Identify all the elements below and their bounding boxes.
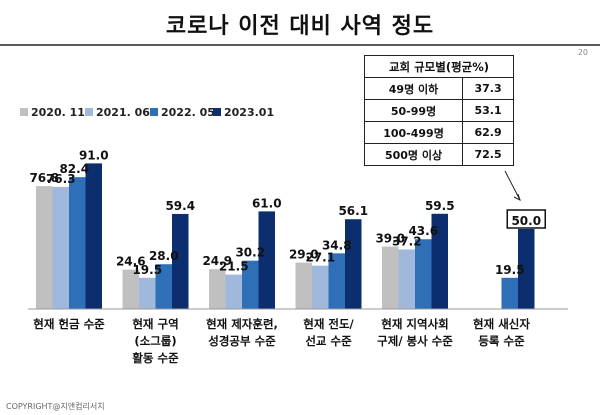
bar xyxy=(501,277,518,309)
bars-group xyxy=(36,163,535,309)
bar xyxy=(295,262,312,309)
data-label: 30.2 xyxy=(235,246,265,260)
data-label: 19.5 xyxy=(495,263,525,277)
category-label: 선교 수준 xyxy=(305,334,352,348)
bar xyxy=(328,253,345,309)
legend-label: 2021. 06 xyxy=(96,106,150,119)
data-label: 28.0 xyxy=(149,249,179,263)
legend-swatch xyxy=(150,108,158,116)
category-labels-group: 현재 헌금 수준 현재 구역 (소그룹) 활동 수준 현재 제자훈련, 성경공부 수준 현재… xyxy=(33,317,530,365)
bar xyxy=(312,265,329,309)
category-label: 현재 구역 xyxy=(132,317,178,331)
category-label: 현재 전도/ xyxy=(303,317,354,331)
data-label: 76.8 xyxy=(29,171,59,185)
bar xyxy=(69,177,86,309)
bar xyxy=(139,277,156,309)
data-labels-group: 76.876.382.491.024.619.528.059.424.921.5… xyxy=(29,148,546,277)
data-label: 27.1 xyxy=(305,251,335,265)
category-label: 성경공부 수준 xyxy=(208,334,276,348)
row-value: 72.5 xyxy=(462,143,514,166)
table-row: 100-499명 62.9 xyxy=(363,121,514,144)
table-row: 49명 이하 37.3 xyxy=(363,77,514,100)
table-row: 500명 이상 72.5 xyxy=(363,143,514,166)
row-label: 49명 이하 xyxy=(363,77,464,100)
category-label: 현재 새신자 xyxy=(473,317,530,331)
row-value: 37.3 xyxy=(462,77,514,100)
row-label: 100-499명 xyxy=(363,121,464,144)
table-row: 50-99명 53.1 xyxy=(363,99,514,122)
bar xyxy=(122,269,139,309)
category-label: 현재 헌금 수준 xyxy=(33,317,105,331)
title-divider xyxy=(0,44,600,46)
bar xyxy=(225,274,242,309)
callout-arrow xyxy=(504,170,521,201)
data-label: 29.0 xyxy=(289,248,319,262)
row-value: 53.1 xyxy=(462,99,514,122)
bar xyxy=(36,186,53,309)
data-label: 21.5 xyxy=(219,260,249,274)
bar xyxy=(431,213,448,309)
bar xyxy=(242,260,259,309)
data-label: 43.6 xyxy=(408,224,438,238)
bar xyxy=(382,246,399,309)
row-label: 500명 이상 xyxy=(363,143,464,166)
callout-arrowhead xyxy=(513,193,521,201)
data-label: 76.3 xyxy=(46,172,76,186)
category-label: 구제/ 봉사 수준 xyxy=(377,334,453,348)
data-label: 24.9 xyxy=(202,254,232,268)
table-header: 교회 규모별(평균%) xyxy=(364,55,514,78)
data-label: 59.4 xyxy=(165,199,195,213)
category-label: 등록 수준 xyxy=(478,334,525,348)
data-label: 91.0 xyxy=(79,148,109,162)
row-value: 62.9 xyxy=(462,121,514,144)
legend-label: 2023.01 xyxy=(224,106,274,119)
table-header-row: 교회 규모별(평균%) xyxy=(364,55,514,78)
row-label: 50-99명 xyxy=(363,99,464,122)
bar xyxy=(85,163,102,309)
data-label: 34.8 xyxy=(322,238,352,252)
bar xyxy=(209,269,226,309)
legend-swatch xyxy=(20,108,28,116)
bar xyxy=(258,211,275,309)
church-size-table: 교회 규모별(평균%) 49명 이하 37.3 50-99명 53.1 100-… xyxy=(363,55,514,166)
data-label: 56.1 xyxy=(338,204,368,218)
legend-label: 2022. 05 xyxy=(161,106,215,119)
data-label: 19.5 xyxy=(132,263,162,277)
page-title: 코로나 이전 대비 사역 정도 xyxy=(165,14,435,39)
copyright-text: COPYRIGHT@지앤컴리서치 xyxy=(6,402,105,411)
legend-label: 2020. 11 xyxy=(31,106,85,119)
legend-swatch xyxy=(85,108,93,116)
bar xyxy=(155,264,172,309)
data-label: 24.6 xyxy=(116,255,146,269)
bar xyxy=(345,219,362,309)
bar xyxy=(52,186,69,309)
bar xyxy=(518,229,535,309)
bar xyxy=(172,213,189,309)
bar xyxy=(398,249,415,309)
legend: 2020. 11 2021. 06 2022. 05 2023.01 xyxy=(20,106,274,119)
category-label: 활동 수준 xyxy=(132,351,179,365)
data-label: 59.5 xyxy=(425,199,455,213)
highlight-box xyxy=(506,209,546,229)
category-label: (소그룹) xyxy=(134,334,176,348)
data-label: 50.0 xyxy=(511,214,541,228)
page-number: 20 xyxy=(577,48,588,57)
category-label: 현재 지역사회 xyxy=(381,317,448,331)
category-label: 현재 제자훈련, xyxy=(206,317,278,331)
data-label: 82.4 xyxy=(59,162,89,176)
data-label: 39.0 xyxy=(375,232,405,246)
bar xyxy=(415,239,432,309)
legend-swatch xyxy=(213,108,221,116)
data-label: 61.0 xyxy=(252,196,282,210)
data-label: 37.2 xyxy=(392,234,422,248)
